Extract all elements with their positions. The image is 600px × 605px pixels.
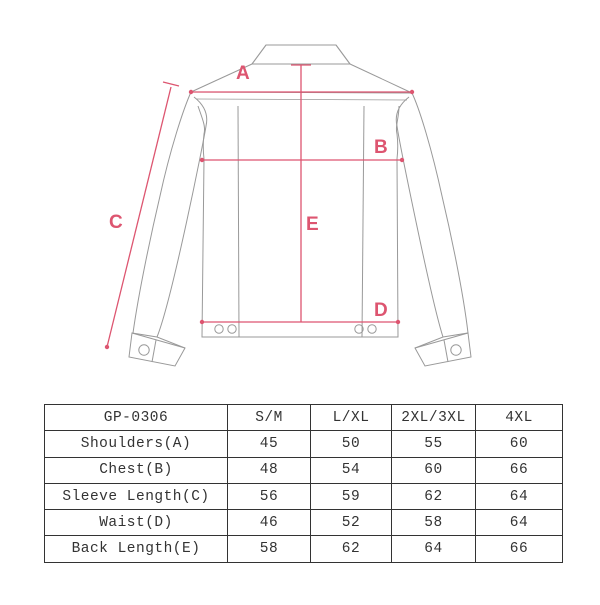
svg-text:C: C bbox=[109, 212, 123, 233]
svg-text:D: D bbox=[374, 300, 388, 321]
svg-text:E: E bbox=[306, 214, 319, 235]
svg-text:A: A bbox=[236, 63, 250, 84]
svg-text:B: B bbox=[374, 137, 388, 158]
